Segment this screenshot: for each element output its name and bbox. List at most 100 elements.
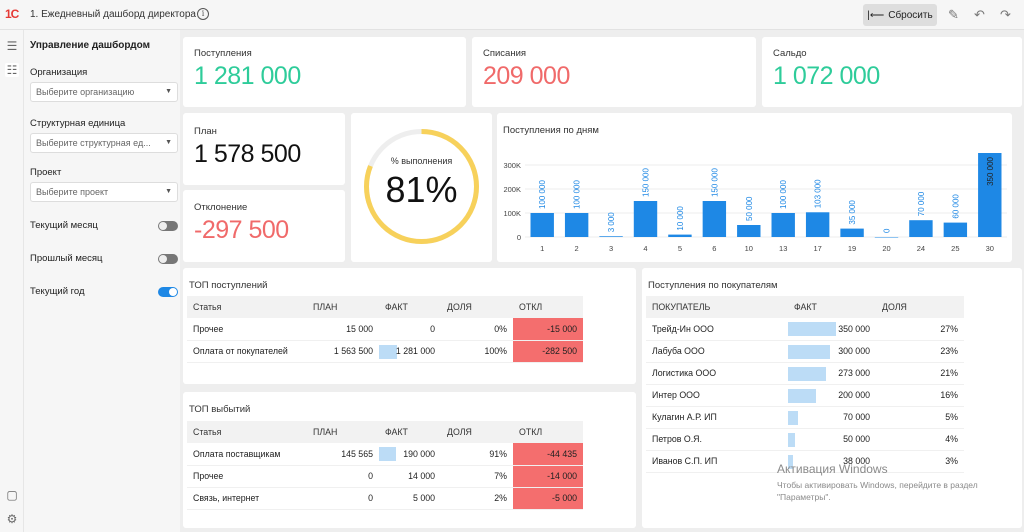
share-cell: 27% <box>876 318 964 341</box>
undo-icon[interactable]: ↶ <box>974 7 985 22</box>
col-item: Статья <box>187 421 307 443</box>
fact-cell: 190 000 <box>379 443 441 466</box>
income-label: Поступления <box>194 48 252 59</box>
completion-value: 81% <box>385 169 458 210</box>
col-plan: ПЛАН <box>307 421 379 443</box>
daily-income-chart-card: Поступления по дням 0 100K 200K 300K 100 000… <box>497 113 1012 262</box>
y-tick-label: 300K <box>503 161 521 170</box>
dev-cell: -14 000 <box>513 465 583 488</box>
chart-bar <box>840 228 864 237</box>
project-placeholder: Выберите проект <box>36 187 109 197</box>
toggle-label-last-month: Прошлый месяц <box>30 253 103 264</box>
title-bar: 1С 1. Ежедневный дашборд директора i |⟵ С… <box>0 0 1024 30</box>
col-share: ДОЛЯ <box>441 296 513 318</box>
share-cell: 100% <box>441 340 513 363</box>
filter-label-project: Проект <box>30 167 62 178</box>
data-label: 50 000 <box>745 196 754 221</box>
reset-button[interactable]: |⟵ Сбросить <box>863 4 937 26</box>
col-fact: ФАКТ <box>379 421 441 443</box>
fact-value: 5 000 <box>412 493 435 503</box>
buyers-card: Поступления по покупателям ПОКУПАТЕЛЬ ФА… <box>642 268 1022 528</box>
deviation-label: Отклонение <box>194 202 248 213</box>
table-row[interactable]: Интер ООО 200 000 16% <box>646 384 964 407</box>
fact-value: 14 000 <box>408 471 435 481</box>
table-row[interactable]: Оплата поставщикам 145 565 190 000 91% -… <box>187 443 583 466</box>
buyer-cell: Логистика ООО <box>646 362 788 385</box>
table-row[interactable]: Лабуба ООО 300 000 23% <box>646 340 964 363</box>
col-share: ДОЛЯ <box>441 421 513 443</box>
x-tick-label: 19 <box>848 244 856 253</box>
fact-value: 38 000 <box>843 456 870 466</box>
dev-cell: -15 000 <box>513 318 583 341</box>
data-label: 150 000 <box>642 168 651 197</box>
table-row[interactable]: Связь, интернет 0 5 000 2% -5 000 <box>187 487 583 510</box>
table-row[interactable]: Прочее 0 14 000 7% -14 000 <box>187 465 583 488</box>
x-tick-label: 3 <box>609 244 613 253</box>
share-cell: 7% <box>441 465 513 488</box>
x-tick-label: 5 <box>678 244 682 253</box>
chart-bar <box>943 222 968 237</box>
plan-card: План 1 578 500 <box>183 113 345 185</box>
data-label: 35 000 <box>848 200 857 225</box>
current-month-toggle[interactable] <box>158 221 178 231</box>
buyer-cell: Кулагин А.Р. ИП <box>646 406 788 429</box>
table-row[interactable]: Иванов С.П. ИП 38 000 3% <box>646 450 964 473</box>
share-cell: 21% <box>876 362 964 385</box>
dev-cell: -282 500 <box>513 340 583 363</box>
gear-icon[interactable]: ⚙ <box>6 512 18 526</box>
dev-cell: -5 000 <box>513 487 583 510</box>
last-month-toggle[interactable] <box>158 254 178 264</box>
organization-select[interactable]: Выберите организацию ▼ <box>30 82 178 102</box>
data-label: 70 000 <box>917 191 926 216</box>
watermark-line2: "Параметры". <box>777 492 831 502</box>
table-row[interactable]: Логистика ООО 273 000 21% <box>646 362 964 385</box>
table-row[interactable]: Оплата от покупателей 1 563 500 1 281 00… <box>187 340 583 363</box>
dropdown-arrow-icon: ▼ <box>165 139 172 146</box>
writeoff-card: Списания 209 000 <box>472 37 756 107</box>
fact-bar <box>788 388 816 403</box>
x-tick-label: 17 <box>813 244 821 253</box>
share-cell: 0% <box>441 318 513 341</box>
col-item: Статья <box>187 296 307 318</box>
share-cell: 23% <box>876 340 964 363</box>
item-cell: Оплата поставщикам <box>187 443 307 466</box>
unit-select[interactable]: Выберите структурная ед... ▼ <box>30 133 178 153</box>
x-tick-label: 6 <box>712 244 716 253</box>
filter-panel-icon[interactable]: ☷ <box>5 63 19 77</box>
toggle-label-current-year: Текущий год <box>30 286 85 297</box>
table-row[interactable]: Петров О.Я. 50 000 4% <box>646 428 964 451</box>
window-title: 1. Ежедневный дашборд директора <box>30 9 196 20</box>
data-label: 103 000 <box>814 179 823 208</box>
buyer-cell: Интер ООО <box>646 384 788 407</box>
table-row[interactable]: Кулагин А.Р. ИП 70 000 5% <box>646 406 964 429</box>
project-select[interactable]: Выберите проект ▼ <box>30 182 178 202</box>
redo-icon[interactable]: ↷ <box>1000 7 1011 22</box>
reset-label: Сбросить <box>888 9 933 21</box>
current-year-toggle[interactable] <box>158 287 178 297</box>
share-cell: 2% <box>441 487 513 510</box>
list-icon[interactable]: ☰ <box>6 39 18 53</box>
chart-bar <box>737 225 761 237</box>
fact-bar <box>788 366 826 381</box>
comment-icon[interactable]: ▢ <box>6 488 18 502</box>
x-tick-label: 24 <box>917 244 925 253</box>
dev-cell: -44 435 <box>513 443 583 466</box>
info-icon[interactable]: i <box>197 8 209 20</box>
x-tick-label: 1 <box>540 244 544 253</box>
plan-cell: 145 565 <box>307 443 379 466</box>
fact-cell: 70 000 <box>788 406 876 429</box>
edit-icon[interactable]: ✎ <box>948 7 959 22</box>
fact-cell: 38 000 <box>788 450 876 473</box>
table-row[interactable]: Прочее 15 000 0 0% -15 000 <box>187 318 583 341</box>
item-cell: Оплата от покупателей <box>187 340 307 363</box>
chart-bar <box>874 237 899 238</box>
plan-cell: 15 000 <box>307 318 379 341</box>
y-tick-label: 0 <box>517 233 521 242</box>
buyer-cell: Иванов С.П. ИП <box>646 450 788 473</box>
data-label: 100 000 <box>779 180 788 209</box>
chart-bar <box>668 234 692 237</box>
balance-value: 1 072 000 <box>773 62 880 90</box>
fact-bar <box>788 432 795 447</box>
table-row[interactable]: Трейд-Ин ООО 350 000 27% <box>646 318 964 341</box>
fact-value: 50 000 <box>843 434 870 444</box>
